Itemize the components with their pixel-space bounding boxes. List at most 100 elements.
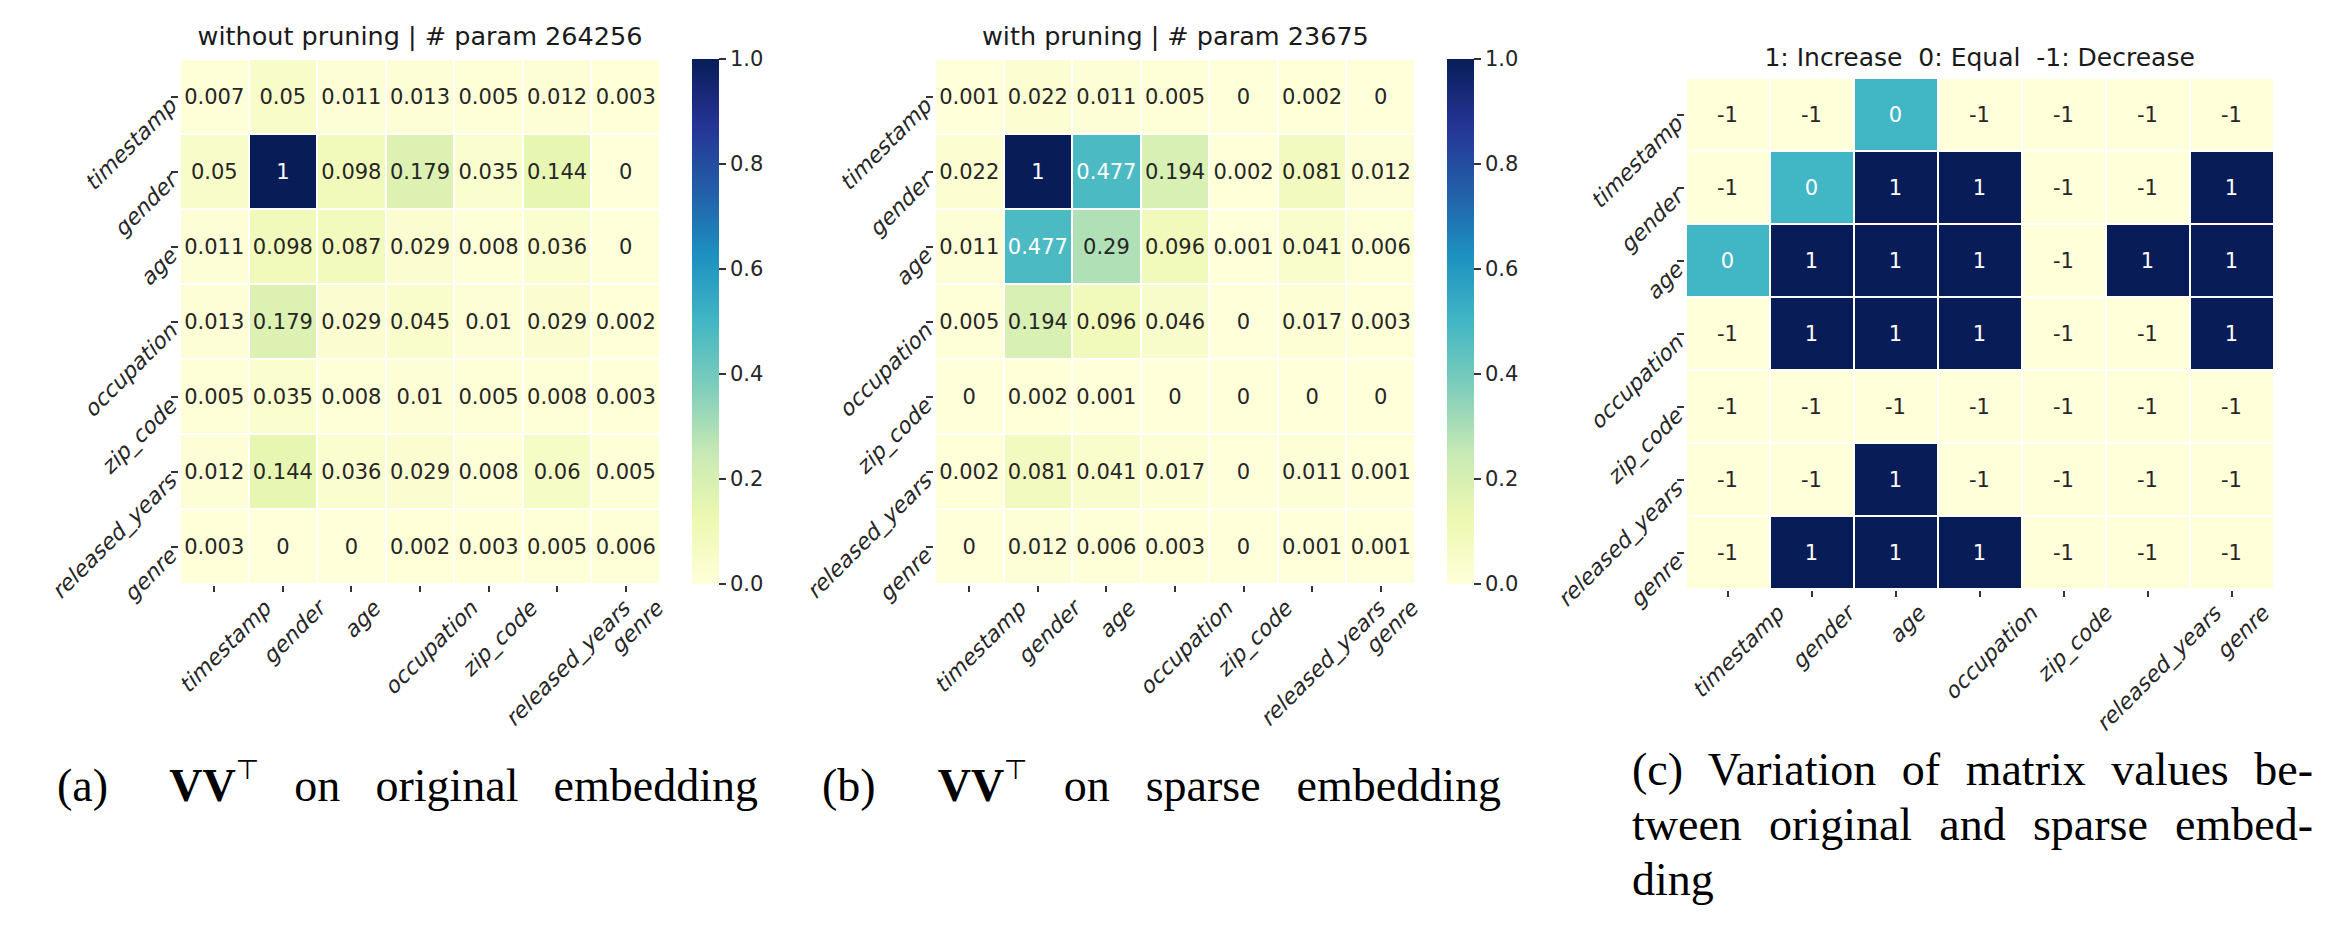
col-label: occupation bbox=[380, 597, 483, 700]
x-tick bbox=[625, 586, 627, 592]
y-tick bbox=[1677, 187, 1684, 189]
col-label: genre bbox=[2211, 602, 2273, 664]
x-tick bbox=[1811, 591, 1813, 597]
y-tick bbox=[926, 246, 933, 248]
colorbar-tick bbox=[719, 58, 726, 60]
heatmap-cell: -1 bbox=[1938, 443, 2022, 516]
y-tick bbox=[171, 321, 178, 323]
colorbar-tick-label: 0.6 bbox=[730, 257, 763, 281]
y-tick bbox=[1677, 479, 1684, 481]
heatmap-a-grid: 0.0070.050.0110.0130.0050.0120.0030.0510… bbox=[180, 59, 660, 584]
heatmap-cell: 0.002 bbox=[1004, 359, 1073, 434]
heatmap-cell: 0.017 bbox=[1141, 434, 1210, 509]
heatmap-cell: -1 bbox=[2022, 516, 2106, 589]
heatmap-cell: 0.005 bbox=[454, 359, 523, 434]
heatmap-cell: 0.005 bbox=[454, 59, 523, 134]
colorbar-tick-label: 0.2 bbox=[730, 467, 763, 491]
heatmap-cell: 0.036 bbox=[317, 434, 386, 509]
heatmap-cell: -1 bbox=[1854, 370, 1938, 443]
row-label: age bbox=[136, 244, 182, 290]
heatmap-cell: 0.05 bbox=[249, 59, 318, 134]
heatmap-cell: -1 bbox=[1770, 370, 1854, 443]
heatmap-cell: 0.002 bbox=[1278, 59, 1347, 134]
row-label: age bbox=[1641, 258, 1687, 304]
heatmap-cell: 0.179 bbox=[386, 134, 455, 209]
caption-a-transpose-icon: ⊤ bbox=[236, 754, 260, 785]
heatmap-cell: -1 bbox=[2106, 443, 2190, 516]
caption-b-matrix-symbol: VV bbox=[938, 760, 1004, 811]
heatmap-cell: -1 bbox=[2106, 370, 2190, 443]
heatmap-cell: 0.477 bbox=[1072, 134, 1141, 209]
x-tick bbox=[282, 586, 284, 592]
col-label: age bbox=[1884, 602, 1930, 648]
heatmap-cell: -1 bbox=[1686, 297, 1770, 370]
colorbar-tick bbox=[719, 583, 726, 585]
heatmap-cell: 0 bbox=[1141, 359, 1210, 434]
y-tick bbox=[171, 471, 178, 473]
heatmap-cell: 0.035 bbox=[454, 134, 523, 209]
heatmap-cell: 0.001 bbox=[1278, 509, 1347, 584]
heatmap-cell: 0.194 bbox=[1004, 284, 1073, 359]
x-tick bbox=[1174, 586, 1176, 592]
heatmap-cell: 0.005 bbox=[180, 359, 249, 434]
heatmap-cell: 0.098 bbox=[249, 209, 318, 284]
heatmap-cell: 0.045 bbox=[386, 284, 455, 359]
heatmap-cell: 1 bbox=[2190, 151, 2274, 224]
heatmap-cell: 0.008 bbox=[454, 434, 523, 509]
heatmap-cell: -1 bbox=[2022, 370, 2106, 443]
heatmap-cell: 0.002 bbox=[386, 509, 455, 584]
y-tick bbox=[926, 471, 933, 473]
colorbar-tick-label: 0.4 bbox=[730, 362, 763, 386]
y-tick bbox=[1677, 260, 1684, 262]
row-label: genre bbox=[874, 544, 936, 606]
heatmap-cell: 0.096 bbox=[1141, 209, 1210, 284]
heatmap-cell: 0.194 bbox=[1141, 134, 1210, 209]
heatmap-cell: 1 bbox=[1770, 297, 1854, 370]
heatmap-cell: 0.011 bbox=[1278, 434, 1347, 509]
caption-c: (c) Variation of matrix values be- tween… bbox=[1632, 742, 2313, 907]
heatmap-cell: 0.477 bbox=[1004, 209, 1073, 284]
heatmap-cell: -1 bbox=[2106, 297, 2190, 370]
y-tick bbox=[926, 396, 933, 398]
row-label: gender bbox=[1615, 185, 1687, 257]
heatmap-cell: 0.01 bbox=[386, 359, 455, 434]
x-tick bbox=[1037, 586, 1039, 592]
heatmap-cell: 0.006 bbox=[591, 509, 660, 584]
heatmap-cell: 0.011 bbox=[317, 59, 386, 134]
heatmap-cell: 0.01 bbox=[454, 284, 523, 359]
heatmap-cell: 0 bbox=[1770, 151, 1854, 224]
colorbar-tick bbox=[1474, 268, 1481, 270]
heatmap-cell: 0.013 bbox=[386, 59, 455, 134]
heatmap-cell: -1 bbox=[2022, 443, 2106, 516]
heatmap-cell: 0 bbox=[317, 509, 386, 584]
x-tick bbox=[1380, 586, 1382, 592]
col-label: gender bbox=[1786, 602, 1858, 674]
row-label: age bbox=[891, 244, 937, 290]
colorbar-tick bbox=[1474, 478, 1481, 480]
colorbar-tick bbox=[719, 478, 726, 480]
heatmap-cell: 0.008 bbox=[523, 359, 592, 434]
heatmap-cell: -1 bbox=[1938, 370, 2022, 443]
heatmap-cell: 0.081 bbox=[1004, 434, 1073, 509]
heatmap-cell: 0.005 bbox=[591, 434, 660, 509]
colorbar-tick-label: 0.2 bbox=[1485, 467, 1518, 491]
heatmap-cell: 0.001 bbox=[1346, 509, 1415, 584]
heatmap-cell: 0.003 bbox=[1346, 284, 1415, 359]
heatmap-cell: 0.017 bbox=[1278, 284, 1347, 359]
y-tick bbox=[926, 321, 933, 323]
heatmap-cell: -1 bbox=[2106, 78, 2190, 151]
heatmap-cell: 0.006 bbox=[1072, 509, 1141, 584]
caption-b: (b) VV⊤ on sparse embedding bbox=[822, 742, 1501, 813]
heatmap-cell: 0.144 bbox=[249, 434, 318, 509]
heatmap-cell: -1 bbox=[2190, 78, 2274, 151]
heatmap-cell: 0.029 bbox=[317, 284, 386, 359]
y-tick bbox=[926, 546, 933, 548]
col-label: occupation bbox=[1939, 602, 2042, 705]
colorbar-a bbox=[692, 59, 720, 584]
heatmap-cell: 0.003 bbox=[454, 509, 523, 584]
heatmap-cell: -1 bbox=[1686, 443, 1770, 516]
heatmap-cell: 1 bbox=[1770, 516, 1854, 589]
heatmap-cell: 1 bbox=[1854, 224, 1938, 297]
col-label: age bbox=[1094, 597, 1140, 643]
heatmap-cell: -1 bbox=[1938, 78, 2022, 151]
